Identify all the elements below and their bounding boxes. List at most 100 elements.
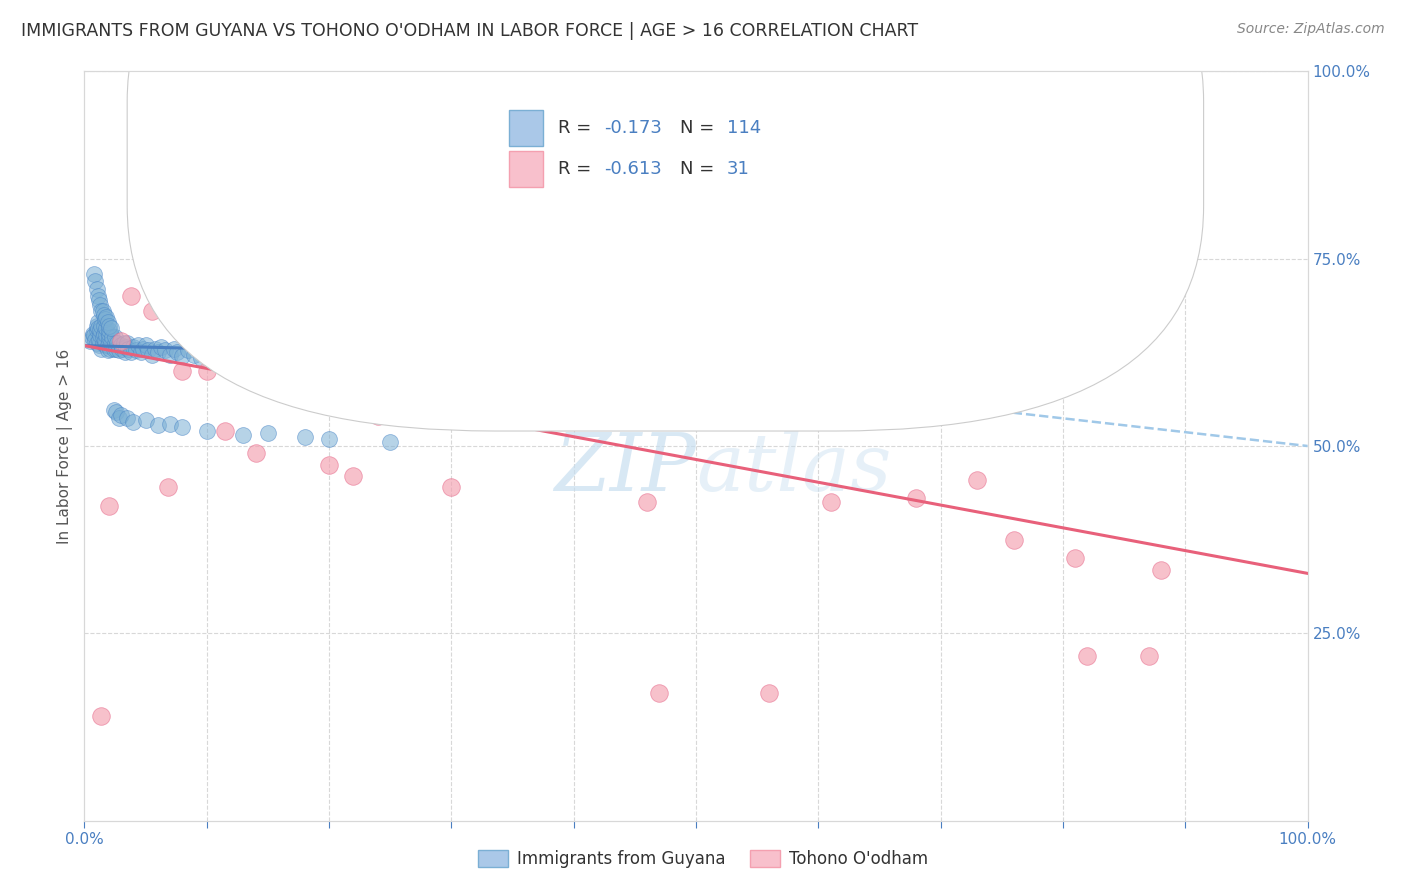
Point: [87, 333, 110, 347]
Point: [94, 338, 117, 352]
Point: [105, 405, 128, 419]
FancyBboxPatch shape: [127, 0, 1204, 431]
Text: 114: 114: [727, 119, 761, 136]
Point: [112, 335, 135, 350]
Point: [177, 343, 200, 357]
Text: R =: R =: [558, 160, 596, 178]
Point: [87, 293, 110, 307]
Point: [96, 320, 118, 334]
Point: [214, 424, 236, 438]
Point: [127, 338, 149, 352]
Point: [86, 323, 108, 337]
Point: [141, 348, 163, 362]
Point: [294, 430, 316, 444]
Point: [159, 417, 181, 431]
Point: [97, 330, 120, 344]
Point: [143, 342, 166, 356]
Point: [305, 349, 328, 363]
Point: [905, 491, 928, 506]
Point: [208, 348, 231, 362]
Point: [105, 335, 128, 350]
Point: [83, 328, 105, 343]
Point: [117, 342, 139, 356]
Text: Source: ZipAtlas.com: Source: ZipAtlas.com: [1237, 22, 1385, 37]
Point: [195, 424, 218, 438]
Point: [966, 473, 988, 487]
Point: [83, 267, 105, 281]
Point: [122, 340, 145, 354]
Point: [115, 340, 138, 354]
Point: [90, 342, 112, 356]
FancyBboxPatch shape: [509, 110, 543, 145]
Point: [79, 334, 101, 348]
Point: [97, 326, 120, 341]
Point: [89, 328, 111, 343]
Point: [502, 168, 524, 182]
Point: [318, 351, 340, 365]
Point: [97, 499, 120, 513]
Point: [758, 686, 780, 700]
Point: [91, 304, 114, 318]
Point: [150, 340, 173, 354]
Point: [82, 326, 104, 341]
Point: [86, 319, 108, 334]
Point: [135, 338, 157, 352]
Point: [159, 348, 181, 362]
Point: [354, 349, 377, 363]
Point: [110, 338, 132, 352]
Point: [96, 310, 118, 325]
Point: [135, 413, 157, 427]
Point: [201, 342, 224, 356]
Point: [190, 351, 212, 365]
Point: [120, 289, 142, 303]
Point: [146, 345, 169, 359]
Point: [115, 335, 138, 350]
Point: [97, 315, 120, 329]
Point: [94, 334, 117, 348]
Point: [269, 348, 291, 362]
Point: [342, 351, 364, 365]
Point: [440, 480, 463, 494]
Point: [107, 343, 129, 357]
Point: [232, 427, 254, 442]
Point: [110, 408, 132, 422]
Point: [114, 345, 136, 359]
Point: [163, 342, 186, 356]
Point: [98, 342, 121, 356]
Point: [1002, 533, 1025, 547]
Point: [132, 195, 155, 210]
Text: -0.613: -0.613: [605, 160, 662, 178]
Point: [132, 342, 155, 356]
Point: [367, 352, 389, 367]
Point: [93, 308, 115, 322]
Point: [245, 348, 267, 362]
Point: [90, 304, 112, 318]
Point: [1137, 648, 1160, 663]
Point: [84, 333, 107, 347]
Point: [90, 319, 112, 334]
Text: R =: R =: [558, 119, 596, 136]
Y-axis label: In Labor Force | Age > 16: In Labor Force | Age > 16: [58, 349, 73, 543]
Point: [89, 298, 111, 312]
Point: [294, 304, 316, 318]
Point: [100, 320, 122, 334]
Point: [125, 343, 148, 357]
Point: [104, 335, 127, 350]
Text: N =: N =: [681, 160, 720, 178]
Text: ZIP: ZIP: [554, 430, 696, 508]
Point: [115, 410, 138, 425]
Point: [105, 342, 128, 356]
Point: [281, 351, 304, 365]
Point: [195, 345, 218, 359]
Point: [93, 326, 115, 341]
Point: [820, 495, 842, 509]
Point: [440, 349, 463, 363]
Point: [87, 315, 110, 329]
Point: [97, 319, 120, 334]
Point: [342, 469, 364, 483]
Point: [257, 351, 280, 365]
Point: [84, 274, 107, 288]
Point: [257, 425, 280, 440]
Point: [318, 432, 340, 446]
Point: [91, 335, 114, 350]
